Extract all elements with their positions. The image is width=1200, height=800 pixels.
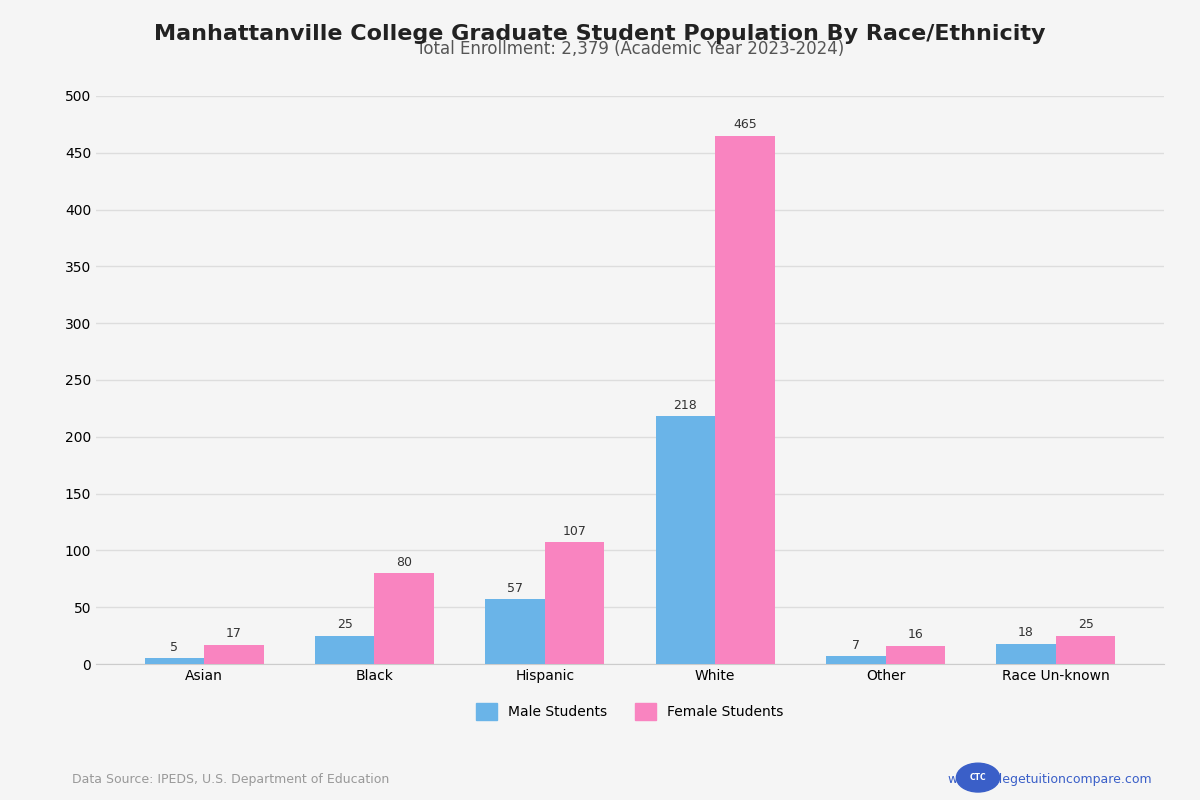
- Bar: [1056, 635, 1116, 664]
- Text: 80: 80: [396, 555, 413, 569]
- Bar: [144, 658, 204, 664]
- Bar: [204, 645, 264, 664]
- Bar: [715, 136, 775, 664]
- Text: 18: 18: [1018, 626, 1034, 639]
- Text: 465: 465: [733, 118, 757, 131]
- Legend: Male Students, Female Students: Male Students, Female Students: [470, 697, 790, 726]
- Text: 17: 17: [226, 627, 242, 640]
- Text: 5: 5: [170, 641, 179, 654]
- Text: 7: 7: [852, 638, 859, 651]
- Text: Manhattanville College Graduate Student Population By Race/Ethnicity: Manhattanville College Graduate Student …: [155, 24, 1045, 44]
- Bar: [996, 643, 1056, 664]
- Text: 107: 107: [563, 525, 587, 538]
- Text: CTC: CTC: [970, 773, 986, 782]
- Bar: [545, 542, 605, 664]
- Title: Total Enrollment: 2,379 (Academic Year 2023-2024): Total Enrollment: 2,379 (Academic Year 2…: [416, 40, 844, 58]
- Text: Data Source: IPEDS, U.S. Department of Education: Data Source: IPEDS, U.S. Department of E…: [72, 773, 389, 786]
- Text: 218: 218: [673, 399, 697, 412]
- Text: www.collegetuitioncompare.com: www.collegetuitioncompare.com: [947, 773, 1152, 786]
- Bar: [886, 646, 946, 664]
- Bar: [314, 635, 374, 664]
- Text: 16: 16: [907, 628, 923, 642]
- Bar: [485, 599, 545, 664]
- Text: 25: 25: [337, 618, 353, 631]
- Text: 25: 25: [1078, 618, 1093, 631]
- Bar: [374, 573, 434, 664]
- Bar: [826, 656, 886, 664]
- Bar: [655, 416, 715, 664]
- Text: 57: 57: [508, 582, 523, 594]
